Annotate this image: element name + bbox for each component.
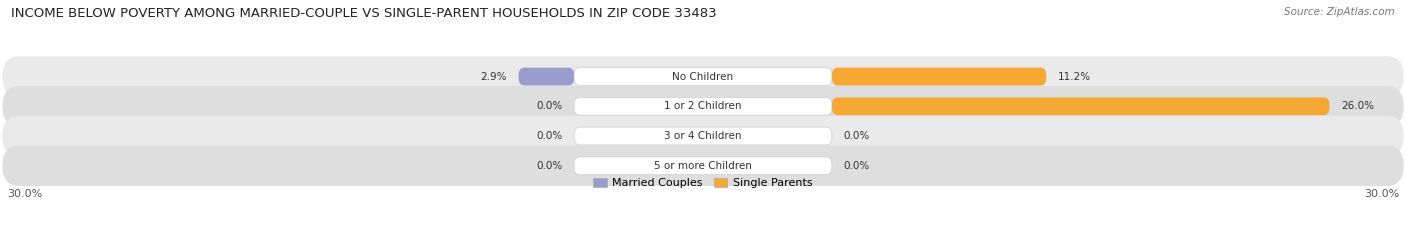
FancyBboxPatch shape — [3, 56, 1403, 97]
Text: 5 or more Children: 5 or more Children — [654, 161, 752, 171]
Text: 0.0%: 0.0% — [844, 131, 870, 141]
Text: Source: ZipAtlas.com: Source: ZipAtlas.com — [1284, 7, 1395, 17]
FancyBboxPatch shape — [574, 97, 832, 115]
Text: INCOME BELOW POVERTY AMONG MARRIED-COUPLE VS SINGLE-PARENT HOUSEHOLDS IN ZIP COD: INCOME BELOW POVERTY AMONG MARRIED-COUPL… — [11, 7, 717, 20]
FancyBboxPatch shape — [3, 146, 1403, 186]
Text: 1 or 2 Children: 1 or 2 Children — [664, 101, 742, 111]
Text: 3 or 4 Children: 3 or 4 Children — [664, 131, 742, 141]
FancyBboxPatch shape — [519, 68, 574, 86]
FancyBboxPatch shape — [3, 86, 1403, 127]
FancyBboxPatch shape — [832, 97, 1330, 115]
Text: 0.0%: 0.0% — [536, 161, 562, 171]
FancyBboxPatch shape — [574, 68, 832, 86]
Text: 11.2%: 11.2% — [1057, 72, 1091, 82]
Text: 30.0%: 30.0% — [7, 189, 42, 199]
FancyBboxPatch shape — [574, 127, 832, 145]
Text: 30.0%: 30.0% — [1364, 189, 1399, 199]
FancyBboxPatch shape — [574, 157, 832, 175]
Legend: Married Couples, Single Parents: Married Couples, Single Parents — [589, 173, 817, 192]
Text: 26.0%: 26.0% — [1341, 101, 1374, 111]
Text: 0.0%: 0.0% — [536, 101, 562, 111]
FancyBboxPatch shape — [3, 116, 1403, 156]
FancyBboxPatch shape — [832, 68, 1046, 86]
Text: 0.0%: 0.0% — [536, 131, 562, 141]
Text: No Children: No Children — [672, 72, 734, 82]
Text: 0.0%: 0.0% — [844, 161, 870, 171]
Text: 2.9%: 2.9% — [481, 72, 508, 82]
